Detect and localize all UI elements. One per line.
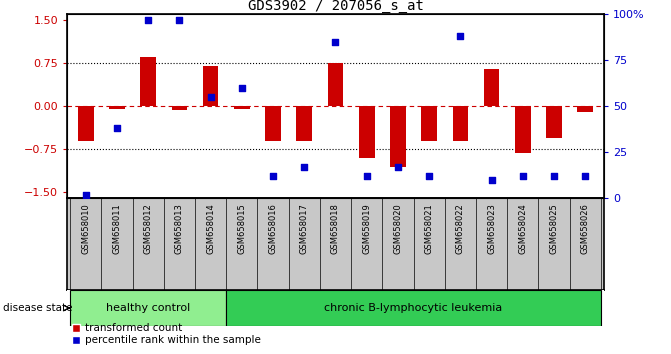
- Text: GSM658022: GSM658022: [456, 203, 465, 253]
- Point: [549, 173, 560, 179]
- Bar: [234, 106, 250, 109]
- Text: GSM658025: GSM658025: [550, 203, 558, 253]
- Point: [330, 39, 341, 45]
- Bar: [226, 290, 601, 326]
- Text: GSM658020: GSM658020: [393, 203, 403, 253]
- Bar: [140, 57, 156, 106]
- Bar: [359, 106, 374, 158]
- Point: [517, 173, 528, 179]
- Text: healthy control: healthy control: [106, 303, 191, 313]
- Text: GSM658018: GSM658018: [331, 203, 340, 254]
- Text: GSM658010: GSM658010: [81, 203, 91, 253]
- Text: GSM658019: GSM658019: [362, 203, 371, 253]
- Title: GDS3902 / 207056_s_at: GDS3902 / 207056_s_at: [248, 0, 423, 13]
- Bar: [515, 106, 531, 153]
- Text: GSM658015: GSM658015: [238, 203, 246, 253]
- Bar: [421, 106, 437, 141]
- Point: [111, 125, 122, 131]
- Bar: [297, 106, 312, 141]
- Text: GSM658013: GSM658013: [175, 203, 184, 254]
- Text: chronic B-lymphocytic leukemia: chronic B-lymphocytic leukemia: [324, 303, 503, 313]
- Bar: [452, 106, 468, 141]
- Bar: [78, 106, 94, 141]
- Text: GSM658023: GSM658023: [487, 203, 496, 254]
- Text: GSM658026: GSM658026: [580, 203, 590, 254]
- Text: GSM658021: GSM658021: [425, 203, 433, 253]
- Bar: [203, 66, 219, 106]
- Point: [143, 17, 154, 23]
- Bar: [390, 106, 406, 167]
- Text: GSM658014: GSM658014: [206, 203, 215, 253]
- Point: [362, 173, 372, 179]
- Text: disease state: disease state: [3, 303, 73, 313]
- Bar: [546, 106, 562, 138]
- Text: GSM658016: GSM658016: [268, 203, 278, 254]
- Point: [486, 177, 497, 183]
- Bar: [172, 106, 187, 110]
- Bar: [327, 63, 344, 106]
- Text: GSM658017: GSM658017: [300, 203, 309, 254]
- Bar: [109, 106, 125, 109]
- Point: [81, 192, 91, 198]
- Point: [205, 94, 216, 100]
- Bar: [484, 69, 499, 106]
- Point: [268, 173, 278, 179]
- Point: [424, 173, 435, 179]
- Bar: [70, 290, 226, 326]
- Point: [174, 17, 185, 23]
- Legend: transformed count, percentile rank within the sample: transformed count, percentile rank withi…: [72, 323, 260, 345]
- Text: GSM658011: GSM658011: [113, 203, 121, 253]
- Point: [580, 173, 590, 179]
- Point: [299, 164, 309, 170]
- Bar: [577, 106, 593, 112]
- Point: [236, 85, 247, 91]
- Point: [393, 164, 403, 170]
- Text: GSM658024: GSM658024: [518, 203, 527, 253]
- Text: GSM658012: GSM658012: [144, 203, 153, 253]
- Point: [455, 33, 466, 39]
- Bar: [265, 106, 281, 141]
